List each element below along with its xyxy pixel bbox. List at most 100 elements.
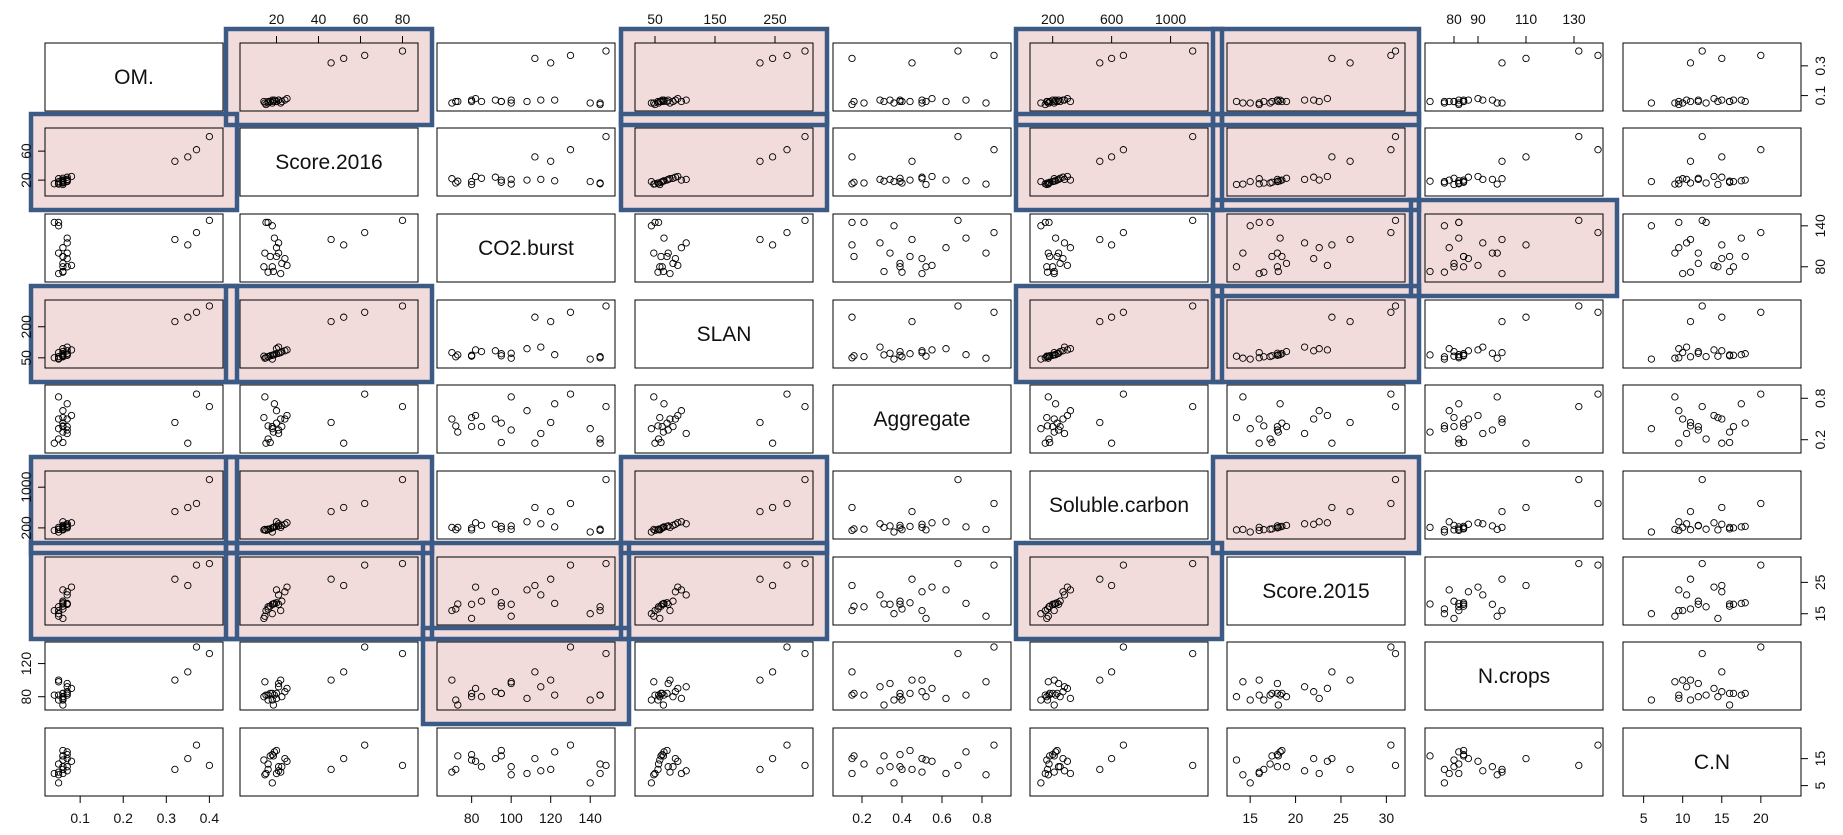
point-r8-c5-11 xyxy=(1050,768,1058,776)
panel-frame xyxy=(1226,42,1406,112)
point-r2-c1-14 xyxy=(283,261,291,270)
tick-label: 80 xyxy=(18,689,34,705)
point-r4-c3-3 xyxy=(654,422,662,430)
point-r8-c1-1 xyxy=(261,771,269,779)
point-r4-c7-3 xyxy=(1440,422,1449,430)
point-r2-c8-4 xyxy=(1702,218,1710,227)
panel-r7-c7: N.crops xyxy=(1424,641,1604,711)
point-r3-c5-4 xyxy=(1045,352,1053,361)
point-r5-c8-0 xyxy=(1714,526,1722,534)
panel-frame xyxy=(832,299,1012,369)
point-r7-c4-8 xyxy=(962,691,970,699)
point-r2-c7-8 xyxy=(1455,234,1463,242)
point-r3-c0-20 xyxy=(205,302,214,310)
point-r7-c3-19 xyxy=(783,643,791,651)
highlight-fill-r5-c0 xyxy=(31,457,237,553)
point-r6-c8-20 xyxy=(1698,559,1706,568)
panel-frame xyxy=(1226,470,1406,540)
point-r5-c8-20 xyxy=(1698,475,1706,484)
point-r3-c0-21 xyxy=(54,355,63,363)
point-r7-c0-20 xyxy=(205,649,214,658)
panel-r1-c4 xyxy=(832,127,1012,197)
point-r2-c1-8 xyxy=(270,234,279,242)
point-r4-c6-2 xyxy=(1255,439,1263,447)
point-r6-c8-7 xyxy=(1725,600,1734,608)
point-r4-c2-0 xyxy=(467,413,476,422)
point-r8-c0-20 xyxy=(205,761,214,770)
point-r4-c8-12 xyxy=(1694,422,1702,431)
point-r2-c1-7 xyxy=(269,267,278,276)
point-r7-c0-17 xyxy=(171,676,179,684)
point-r4-c6-9 xyxy=(1278,419,1286,427)
point-r4-c6-11 xyxy=(1255,415,1263,423)
point-r7-c8-17 xyxy=(1686,676,1695,684)
point-r1-c0-21 xyxy=(54,177,63,186)
point-r3-c2-6 xyxy=(467,351,476,359)
point-r7-c6-11 xyxy=(1255,676,1263,684)
point-r2-c8-3 xyxy=(1686,268,1695,276)
point-r5-c2-13 xyxy=(491,520,500,528)
point-r7-c6-0 xyxy=(1232,693,1241,701)
point-r4-c0-8 xyxy=(63,400,71,408)
point-r6-c1-19 xyxy=(361,561,369,569)
point-r4-c2-10 xyxy=(507,426,515,434)
point-r8-c7-11 xyxy=(1498,768,1506,776)
point-r8-c1-7 xyxy=(269,752,278,760)
point-r8-c3-11 xyxy=(666,768,674,776)
point-r2-c5-13 xyxy=(1059,254,1067,263)
tick-label: 250 xyxy=(763,11,787,27)
point-r6-c0-0 xyxy=(59,614,67,623)
point-r4-c0-11 xyxy=(54,415,63,423)
point-r4-c8-13 xyxy=(1718,415,1726,423)
highlight-border-r6-c1 xyxy=(223,540,435,642)
point-r0-c6-1 xyxy=(1239,99,1247,107)
point-r6-c4-9 xyxy=(906,599,914,607)
point-r1-c3-15 xyxy=(677,176,686,184)
point-r7-c8-21 xyxy=(1647,696,1656,704)
point-r7-c2-16 xyxy=(537,683,545,691)
highlight-border-r6-c0 xyxy=(28,540,240,642)
point-r2-c7-20 xyxy=(1575,216,1583,225)
point-r3-c4-6 xyxy=(896,351,904,359)
point-r4-c2-4 xyxy=(596,435,604,443)
panel-r6-c7 xyxy=(1424,556,1604,626)
point-r6-c8-19 xyxy=(1757,561,1765,569)
point-r1-c3-11 xyxy=(666,175,674,183)
point-r2-c6-21 xyxy=(1246,222,1254,230)
point-r3-c4-17 xyxy=(908,317,916,326)
point-r2-c0-17 xyxy=(171,235,179,244)
point-r7-c3-14 xyxy=(674,684,682,693)
point-r1-c5-19 xyxy=(1119,146,1128,154)
point-r6-c3-16 xyxy=(682,591,690,599)
point-r5-c7-21 xyxy=(1440,528,1449,536)
point-r0-c7-16 xyxy=(1479,96,1487,104)
point-r3-c4-15 xyxy=(942,345,950,353)
point-r2-c8-17 xyxy=(1686,235,1695,244)
point-r7-c1-19 xyxy=(361,643,369,651)
point-r7-c8-6 xyxy=(1729,689,1738,698)
point-r0-c2-13 xyxy=(491,96,500,104)
point-r3-c8-1 xyxy=(1671,354,1679,362)
point-r3-c0-2 xyxy=(50,354,58,362)
highlight-fill-r0-c5 xyxy=(1016,29,1222,125)
point-r2-c5-7 xyxy=(1050,267,1058,276)
point-r4-c2-20 xyxy=(602,402,610,411)
highlight-fill-r3-c1 xyxy=(226,286,432,382)
point-r0-c6-18 xyxy=(1328,54,1336,63)
point-r8-c4-19 xyxy=(990,741,998,749)
point-r4-c7-17 xyxy=(1498,418,1506,427)
point-r3-c8-14 xyxy=(1710,346,1718,354)
point-r6-c7-2 xyxy=(1455,606,1463,615)
variable-label-aggregate: Aggregate xyxy=(874,408,971,431)
point-r4-c3-5 xyxy=(657,438,665,447)
point-r0-c4-14 xyxy=(928,94,936,103)
point-r0-c1-21 xyxy=(268,99,276,107)
point-r7-c1-16 xyxy=(274,683,283,691)
tick-label: 200 xyxy=(1041,11,1065,27)
point-r0-c5-16 xyxy=(1060,96,1069,104)
panel-frame xyxy=(1226,384,1406,454)
point-r3-c8-2 xyxy=(1675,354,1683,362)
point-r2-c5-0 xyxy=(1043,263,1051,271)
point-r3-c5-20 xyxy=(1189,302,1197,310)
point-r3-c2-19 xyxy=(566,308,575,316)
